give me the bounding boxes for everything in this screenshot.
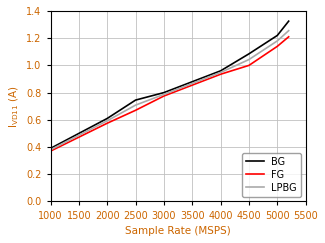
- LPBG: [219, 71, 223, 74]
- FG: [275, 45, 279, 48]
- LPBG: [105, 119, 109, 122]
- FG: [105, 122, 109, 125]
- FG: [162, 95, 166, 97]
- Line: FG: FG: [50, 37, 289, 151]
- FG: [48, 150, 52, 153]
- LPBG: [287, 29, 291, 32]
- BG: [287, 20, 291, 23]
- Line: LPBG: LPBG: [50, 31, 289, 150]
- LPBG: [134, 104, 137, 107]
- Y-axis label: I$_\mathregular{VD11}$ (A): I$_\mathregular{VD11}$ (A): [7, 85, 20, 128]
- Legend: BG, FG, LPBG: BG, FG, LPBG: [242, 153, 301, 197]
- FG: [287, 35, 291, 38]
- FG: [247, 64, 251, 67]
- BG: [134, 99, 137, 102]
- BG: [105, 117, 109, 120]
- BG: [219, 69, 223, 72]
- BG: [48, 147, 52, 150]
- LPBG: [247, 58, 251, 61]
- LPBG: [162, 93, 166, 96]
- BG: [247, 52, 251, 55]
- BG: [275, 34, 279, 37]
- FG: [134, 109, 137, 112]
- LPBG: [48, 148, 52, 151]
- FG: [219, 73, 223, 76]
- LPBG: [275, 39, 279, 42]
- X-axis label: Sample Rate (MSPS): Sample Rate (MSPS): [125, 226, 231, 236]
- Line: BG: BG: [50, 21, 289, 148]
- BG: [162, 91, 166, 94]
